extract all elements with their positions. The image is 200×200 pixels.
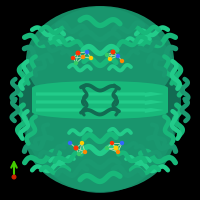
Circle shape [108, 58, 112, 60]
Ellipse shape [32, 81, 168, 95]
FancyArrow shape [36, 99, 164, 105]
FancyArrow shape [36, 87, 164, 93]
Circle shape [74, 146, 78, 150]
Circle shape [120, 60, 124, 62]
FancyArrow shape [36, 95, 164, 101]
Ellipse shape [32, 105, 168, 119]
FancyArrow shape [36, 91, 164, 97]
Circle shape [82, 55, 84, 58]
Circle shape [78, 152, 80, 156]
Circle shape [72, 56, 74, 60]
FancyArrow shape [36, 107, 164, 113]
Circle shape [120, 142, 124, 144]
Circle shape [12, 175, 16, 179]
Circle shape [116, 150, 120, 154]
Circle shape [106, 53, 108, 56]
FancyArrow shape [36, 103, 164, 109]
Circle shape [90, 56, 92, 60]
Circle shape [80, 142, 84, 144]
Circle shape [111, 50, 115, 54]
Circle shape [74, 62, 78, 64]
Ellipse shape [26, 6, 174, 114]
Bar [32, 88, 168, 112]
Circle shape [76, 51, 80, 55]
Circle shape [68, 142, 72, 144]
Ellipse shape [19, 7, 181, 193]
Circle shape [114, 146, 118, 150]
Circle shape [86, 50, 88, 53]
Circle shape [116, 54, 120, 58]
Circle shape [84, 150, 86, 154]
Ellipse shape [26, 84, 174, 192]
Circle shape [110, 142, 114, 144]
Circle shape [106, 146, 108, 150]
